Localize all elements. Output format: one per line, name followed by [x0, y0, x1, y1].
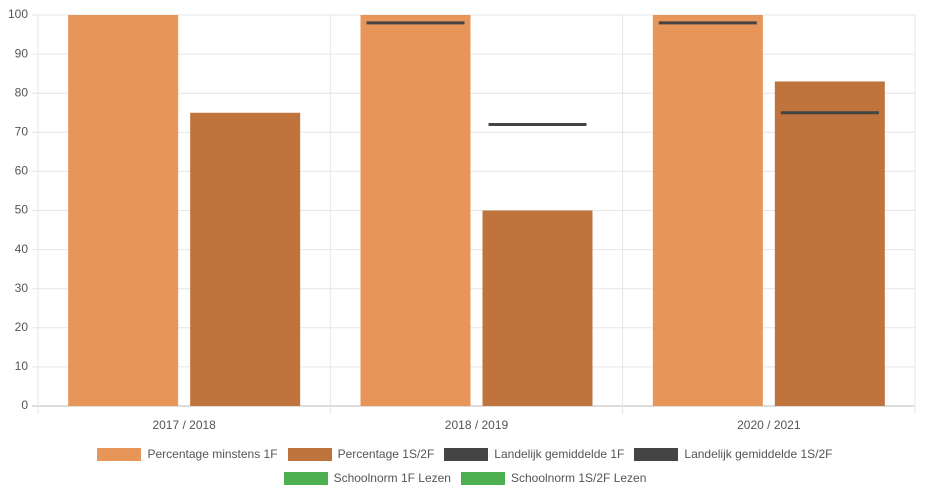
legend-item[interactable]: Percentage 1S/2F — [287, 446, 435, 462]
y-tick-label: 60 — [15, 164, 29, 178]
y-tick-label: 10 — [15, 359, 29, 373]
y-tick-label: 0 — [21, 398, 28, 412]
y-tick-label: 30 — [15, 281, 29, 295]
legend-label: Landelijk gemiddelde 1F — [494, 447, 625, 461]
legend: Percentage minstens 1F Percentage 1S/2F La… — [65, 446, 865, 486]
x-tick-label: 2020 / 2021 — [737, 418, 801, 432]
bar — [190, 112, 301, 406]
y-tick-label: 90 — [15, 46, 29, 60]
y-tick-label: 80 — [15, 85, 29, 99]
bar — [68, 15, 179, 406]
legend-item[interactable]: Schoolnorm 1F Lezen — [283, 470, 451, 486]
x-tick-label: 2018 / 2019 — [445, 418, 509, 432]
legend-label: Schoolnorm 1F Lezen — [333, 471, 451, 485]
bar — [774, 81, 885, 406]
y-tick-label: 100 — [8, 7, 28, 21]
legend-swatch — [634, 447, 679, 461]
y-tick-label: 50 — [15, 203, 29, 217]
y-tick-label: 70 — [15, 124, 29, 138]
legend-item[interactable]: Landelijk gemiddelde 1F — [444, 446, 624, 462]
x-tick-label: 2017 / 2018 — [152, 418, 216, 432]
bar — [482, 210, 593, 406]
legend-swatch — [283, 471, 328, 485]
legend-label: Landelijk gemiddelde 1S/2F — [684, 447, 833, 461]
bar — [360, 15, 471, 406]
legend-swatch — [287, 447, 332, 461]
legend-item[interactable]: Percentage minstens 1F — [97, 446, 278, 462]
legend-label: Schoolnorm 1S/2F Lezen — [510, 471, 647, 485]
y-tick-label: 40 — [15, 242, 29, 256]
legend-label: Percentage 1S/2F — [337, 447, 435, 461]
legend-swatch — [97, 447, 142, 461]
bar — [652, 15, 763, 406]
y-tick-label: 20 — [15, 320, 29, 334]
legend-swatch — [444, 447, 489, 461]
legend-item[interactable]: Landelijk gemiddelde 1S/2F — [634, 446, 833, 462]
chart: 0 10 20 30 40 50 60 70 80 90 100 2017 / 2018 2018 / … — [8, 7, 916, 432]
legend-label: Percentage minstens 1F — [147, 447, 278, 461]
legend-swatch — [460, 471, 505, 485]
legend-item[interactable]: Schoolnorm 1S/2F Lezen — [460, 470, 647, 486]
